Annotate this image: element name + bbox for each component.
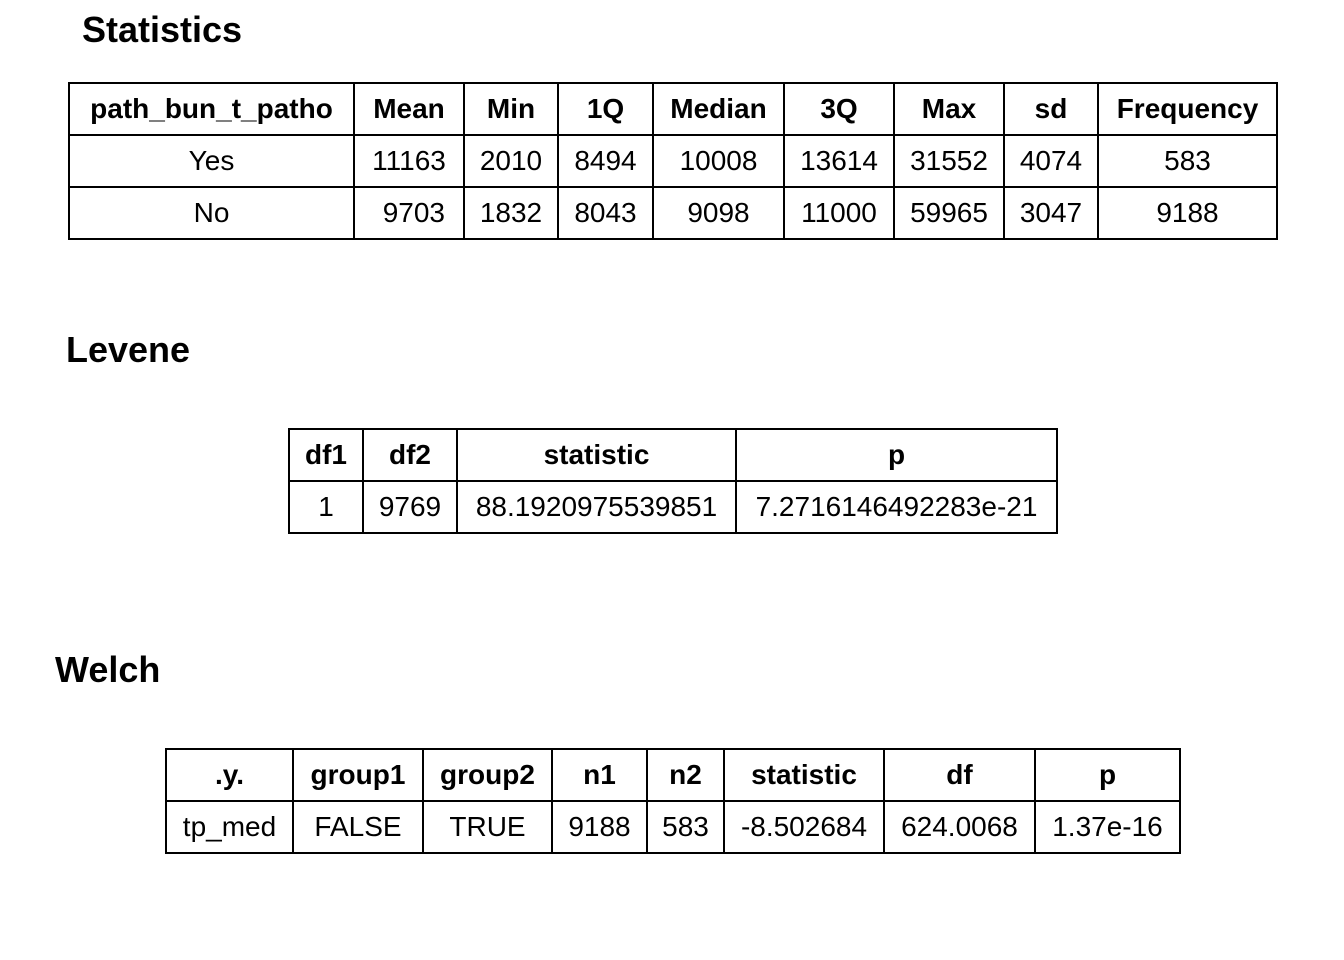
- table-cell: 4074: [1003, 134, 1099, 188]
- levene-table: df1 df2 statistic p 1 9769 88.1920975539…: [288, 428, 1058, 534]
- header-cell: statistic: [723, 748, 885, 802]
- statistics-table: path_bun_t_patho Mean Min 1Q Median 3Q M…: [68, 82, 1278, 240]
- table-cell: 1.37e-16: [1034, 800, 1181, 854]
- header-cell: Max: [893, 82, 1005, 136]
- table-cell: 88.1920975539851: [456, 480, 737, 534]
- table-cell: 9769: [362, 480, 458, 534]
- welch-table: .y. group1 group2 n1 n2 statistic df p t…: [165, 748, 1181, 854]
- header-cell: p: [1034, 748, 1181, 802]
- statistics-title: Statistics: [82, 9, 243, 50]
- table-row: No 9703 1832 8043 9098 11000 59965 3047 …: [68, 186, 1278, 240]
- table-cell: 624.0068: [883, 800, 1036, 854]
- welch-header-row: .y. group1 group2 n1 n2 statistic df p: [165, 748, 1181, 802]
- table-cell: -8.502684: [723, 800, 885, 854]
- table-cell: 3047: [1003, 186, 1099, 240]
- table-row: 1 9769 88.1920975539851 7.2716146492283e…: [288, 480, 1058, 534]
- table-cell: 583: [1097, 134, 1278, 188]
- header-cell: 1Q: [557, 82, 654, 136]
- header-cell: df1: [288, 428, 364, 482]
- table-cell: 13614: [783, 134, 895, 188]
- welch-title: Welch: [55, 649, 161, 690]
- header-cell: Median: [652, 82, 785, 136]
- table-cell: 31552: [893, 134, 1005, 188]
- header-cell: .y.: [165, 748, 294, 802]
- table-cell: 9188: [1097, 186, 1278, 240]
- header-cell: p: [735, 428, 1058, 482]
- header-cell: group2: [422, 748, 553, 802]
- table-cell: 11000: [783, 186, 895, 240]
- levene-header-row: df1 df2 statistic p: [288, 428, 1058, 482]
- header-cell: n1: [551, 748, 648, 802]
- table-cell: 1832: [463, 186, 559, 240]
- header-cell: path_bun_t_patho: [68, 82, 355, 136]
- header-cell: statistic: [456, 428, 737, 482]
- header-cell: Frequency: [1097, 82, 1278, 136]
- table-cell: 59965: [893, 186, 1005, 240]
- header-cell: df: [883, 748, 1036, 802]
- table-cell: 2010: [463, 134, 559, 188]
- table-cell: 9188: [551, 800, 648, 854]
- header-cell: group1: [292, 748, 424, 802]
- table-cell: 8043: [557, 186, 654, 240]
- table-cell: TRUE: [422, 800, 553, 854]
- header-cell: Mean: [353, 82, 465, 136]
- header-cell: n2: [646, 748, 725, 802]
- header-cell: df2: [362, 428, 458, 482]
- table-cell: 11163: [353, 134, 465, 188]
- table-cell: Yes: [68, 134, 355, 188]
- table-cell: No: [68, 186, 355, 240]
- header-cell: 3Q: [783, 82, 895, 136]
- table-row: Yes 11163 2010 8494 10008 13614 31552 40…: [68, 134, 1278, 188]
- table-cell: 9098: [652, 186, 785, 240]
- header-cell: Min: [463, 82, 559, 136]
- table-cell: 7.2716146492283e-21: [735, 480, 1058, 534]
- table-cell: 9703: [353, 186, 465, 240]
- statistics-header-row: path_bun_t_patho Mean Min 1Q Median 3Q M…: [68, 82, 1278, 136]
- table-cell: 583: [646, 800, 725, 854]
- levene-title: Levene: [66, 329, 191, 370]
- table-row: tp_med FALSE TRUE 9188 583 -8.502684 624…: [165, 800, 1181, 854]
- table-cell: tp_med: [165, 800, 294, 854]
- table-cell: FALSE: [292, 800, 424, 854]
- table-cell: 1: [288, 480, 364, 534]
- table-cell: 10008: [652, 134, 785, 188]
- table-cell: 8494: [557, 134, 654, 188]
- header-cell: sd: [1003, 82, 1099, 136]
